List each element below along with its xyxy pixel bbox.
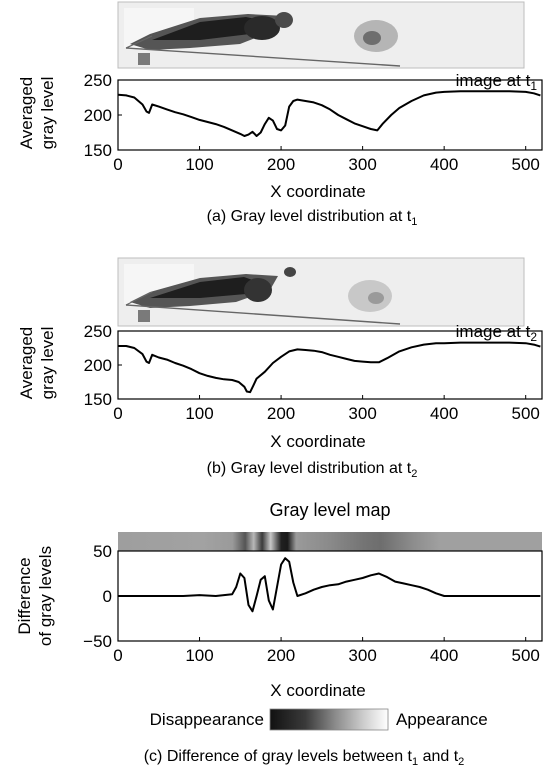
x-tick-label: 500 bbox=[512, 404, 540, 423]
y-tick-label: 250 bbox=[84, 71, 112, 90]
y-tick-label: 150 bbox=[84, 141, 112, 160]
photo-t2 bbox=[117, 257, 525, 327]
x-tick-label: 0 bbox=[113, 155, 122, 174]
x-tick-label: 500 bbox=[512, 155, 540, 174]
photo-t1 bbox=[117, 1, 525, 69]
y-axis-label-b-line2: gray level bbox=[38, 327, 57, 400]
caption-b: (b) Gray level distribution at t2 bbox=[207, 460, 418, 480]
gray-level-map-bar bbox=[118, 532, 542, 551]
y-axis-label-b-line1: Averaged bbox=[17, 327, 36, 399]
caption-a: (a) Gray level distribution at t1 bbox=[207, 208, 418, 228]
x-tick-label: 300 bbox=[348, 646, 376, 665]
y-axis-label-a-line2: gray level bbox=[38, 77, 57, 150]
legend-disappearance-label: Disappearance bbox=[150, 710, 264, 729]
y-tick-label: 200 bbox=[84, 106, 112, 125]
axis-ticks-a: 0 100 200 300 400 500 150 200 250 bbox=[84, 71, 540, 174]
caption-c: (c) Difference of gray levels between t1… bbox=[144, 748, 465, 768]
y-tick-label: 0 bbox=[103, 587, 112, 606]
axis-ticks-b: 0 100 200 300 400 500 150 200 250 bbox=[84, 322, 540, 423]
x-tick-label: 100 bbox=[185, 404, 213, 423]
x-tick-label: 300 bbox=[348, 155, 376, 174]
x-tick-label: 200 bbox=[267, 404, 295, 423]
x-tick-label: 500 bbox=[512, 646, 540, 665]
x-tick-label: 300 bbox=[348, 404, 376, 423]
x-tick-label: 400 bbox=[430, 404, 458, 423]
series-line-a bbox=[117, 90, 541, 137]
x-axis-label-a: X coordinate bbox=[270, 182, 365, 201]
y-tick-label: 250 bbox=[84, 322, 112, 341]
x-tick-label: 200 bbox=[267, 155, 295, 174]
y-tick-label: −50 bbox=[83, 632, 112, 651]
x-axis-label-b: X coordinate bbox=[270, 432, 365, 451]
panel-b: 0 100 200 300 400 500 150 200 250 image at t2 Av… bbox=[17, 257, 543, 480]
image-label-b: image at t2 bbox=[456, 322, 538, 344]
y-tick-label: 50 bbox=[93, 542, 112, 561]
y-tick-label: 150 bbox=[84, 390, 112, 409]
legend-gradient-bar bbox=[269, 708, 389, 731]
x-tick-label: 200 bbox=[267, 646, 295, 665]
panel-a: 0 100 200 300 400 500 150 200 250 image at t1 Av… bbox=[17, 1, 543, 228]
x-tick-label: 0 bbox=[113, 646, 122, 665]
gray-level-map-title: Gray level map bbox=[269, 500, 390, 520]
y-tick-label: 200 bbox=[84, 356, 112, 375]
y-axis-label-c-line2: of gray levels bbox=[36, 546, 55, 646]
series-line-b bbox=[118, 341, 541, 394]
x-tick-label: 400 bbox=[430, 155, 458, 174]
y-axis-label-a-line1: Averaged bbox=[17, 77, 36, 149]
series-line-c bbox=[118, 557, 541, 613]
y-axis-label-c-line1: Difference bbox=[15, 557, 34, 634]
x-tick-label: 100 bbox=[185, 646, 213, 665]
x-tick-label: 400 bbox=[430, 646, 458, 665]
x-tick-label: 0 bbox=[113, 404, 122, 423]
image-label-a: image at t1 bbox=[456, 71, 538, 93]
x-tick-label: 100 bbox=[185, 155, 213, 174]
x-axis-label-c: X coordinate bbox=[270, 681, 365, 700]
legend-appearance-label: Appearance bbox=[396, 710, 488, 729]
